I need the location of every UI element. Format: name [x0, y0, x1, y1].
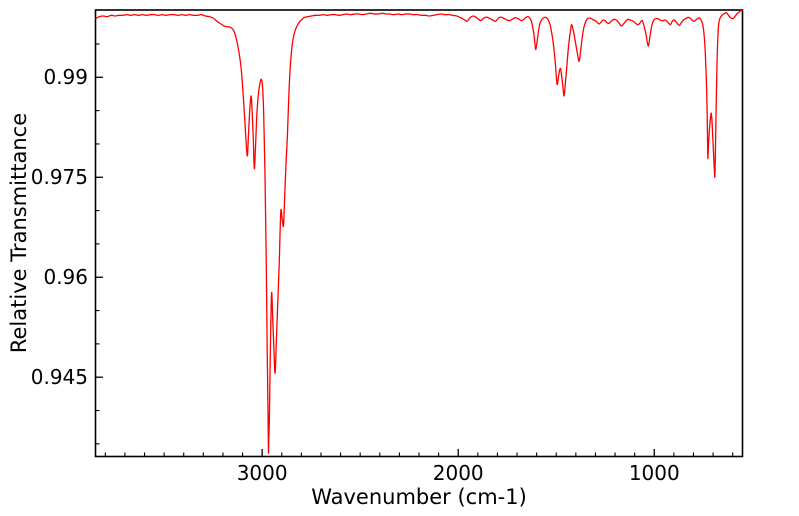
x-axis-title: Wavenumber (cm-1) [311, 485, 527, 509]
axis-ticks [95, 43, 734, 457]
y-tick-label-0.96: 0.96 [43, 265, 88, 290]
x-tick-label-1000: 1000 [628, 461, 680, 485]
plot-frame [94, 9, 744, 458]
x-tick-label-3000: 3000 [236, 461, 288, 485]
y-axis-title: Relative Transmittance [7, 112, 31, 354]
y-tick-label-0.99: 0.99 [43, 65, 88, 90]
y-tick-label-0.945: 0.945 [30, 365, 88, 390]
ir-spectrum-curve [95, 10, 743, 454]
y-tick-label-0.975: 0.975 [30, 165, 88, 190]
x-tick-label-2000: 2000 [432, 461, 484, 485]
